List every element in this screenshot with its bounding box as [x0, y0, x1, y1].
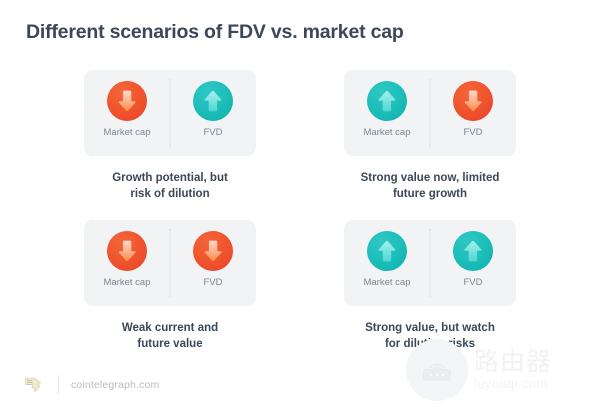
arrow-down-icon — [453, 81, 493, 121]
scenario-cell-growth-potential: Market cap — [40, 70, 300, 203]
card-half-market-cap: Market cap — [344, 220, 430, 288]
scenario-row: Market cap FVD Weak current and future v… — [0, 220, 600, 370]
scenario-caption: Strong value now, limited future growth — [300, 170, 560, 203]
card-half-market-cap: Market cap — [84, 220, 170, 288]
arrow-down-icon — [193, 231, 233, 271]
page-title: Different scenarios of FDV vs. market ca… — [26, 21, 404, 43]
scenario-caption: Growth potential, but risk of dilution — [40, 170, 300, 203]
scenario-caption: Strong value, but watch for dilution ris… — [300, 320, 560, 353]
card-divider — [429, 79, 431, 147]
caption-line-1: Growth potential, but — [112, 172, 228, 184]
card-divider — [169, 229, 171, 297]
scenario-card: Market cap FVD — [344, 70, 516, 156]
arrow-down-icon — [107, 231, 147, 271]
badge-label-market-cap: Market cap — [103, 277, 151, 288]
scenario-cell-strong-value-now: Market cap FVD Strong value now, limited… — [300, 70, 560, 203]
caption-line-2: future growth — [392, 188, 468, 201]
footer-site-label: cointelegraph.com — [71, 378, 160, 391]
card-divider — [169, 79, 171, 147]
arrow-up-icon — [367, 81, 407, 121]
caption-line-2: for dilution risks — [384, 338, 476, 351]
arrow-up-icon — [453, 231, 493, 271]
scenario-card: Market cap — [84, 70, 256, 156]
arrow-up-icon — [193, 81, 233, 121]
badge-label-fdv: FVD — [463, 277, 483, 288]
card-divider — [429, 229, 431, 297]
footer-divider — [58, 375, 59, 394]
card-half-market-cap: Market cap — [344, 70, 430, 138]
badge-label-market-cap: Market cap — [363, 127, 411, 138]
badge-label-fdv: FVD — [203, 127, 223, 138]
caption-line-2: risk of dilution — [130, 188, 210, 201]
caption-line-2: future value — [137, 338, 203, 351]
footer-brand: cointelegraph.com — [24, 375, 159, 394]
card-half-fdv: FVD — [170, 70, 256, 138]
card-half-fdv: FVD — [430, 70, 516, 138]
arrow-up-icon — [367, 231, 407, 271]
badge-label-market-cap: Market cap — [103, 127, 151, 138]
caption-line-1: Weak current and — [121, 322, 219, 334]
card-half-fdv: FVD — [170, 220, 256, 288]
scenario-cell-weak-current-future: Market cap FVD Weak current and future v… — [40, 220, 300, 353]
badge-label-market-cap: Market cap — [363, 277, 411, 288]
footer: cointelegraph.com — [0, 366, 600, 408]
card-half-fdv: FVD — [430, 220, 516, 288]
cointelegraph-logo-icon — [24, 375, 45, 394]
scenario-card: Market cap FVD — [84, 220, 256, 306]
card-half-market-cap: Market cap — [84, 70, 170, 138]
caption-line-1: Strong value, but watch — [365, 322, 495, 334]
scenario-card: Market cap FVD — [344, 220, 516, 306]
caption-line-1: Strong value now, limited — [360, 172, 500, 184]
scenario-cell-strong-value-dilution: Market cap FVD Strong value, but watch f… — [300, 220, 560, 353]
badge-label-fdv: FVD — [203, 277, 223, 288]
scenario-caption: Weak current and future value — [40, 320, 300, 353]
arrow-down-icon — [107, 81, 147, 121]
scenario-row: Market cap — [0, 70, 600, 220]
badge-label-fdv: FVD — [463, 127, 483, 138]
scenario-grid: Market cap — [0, 70, 600, 370]
